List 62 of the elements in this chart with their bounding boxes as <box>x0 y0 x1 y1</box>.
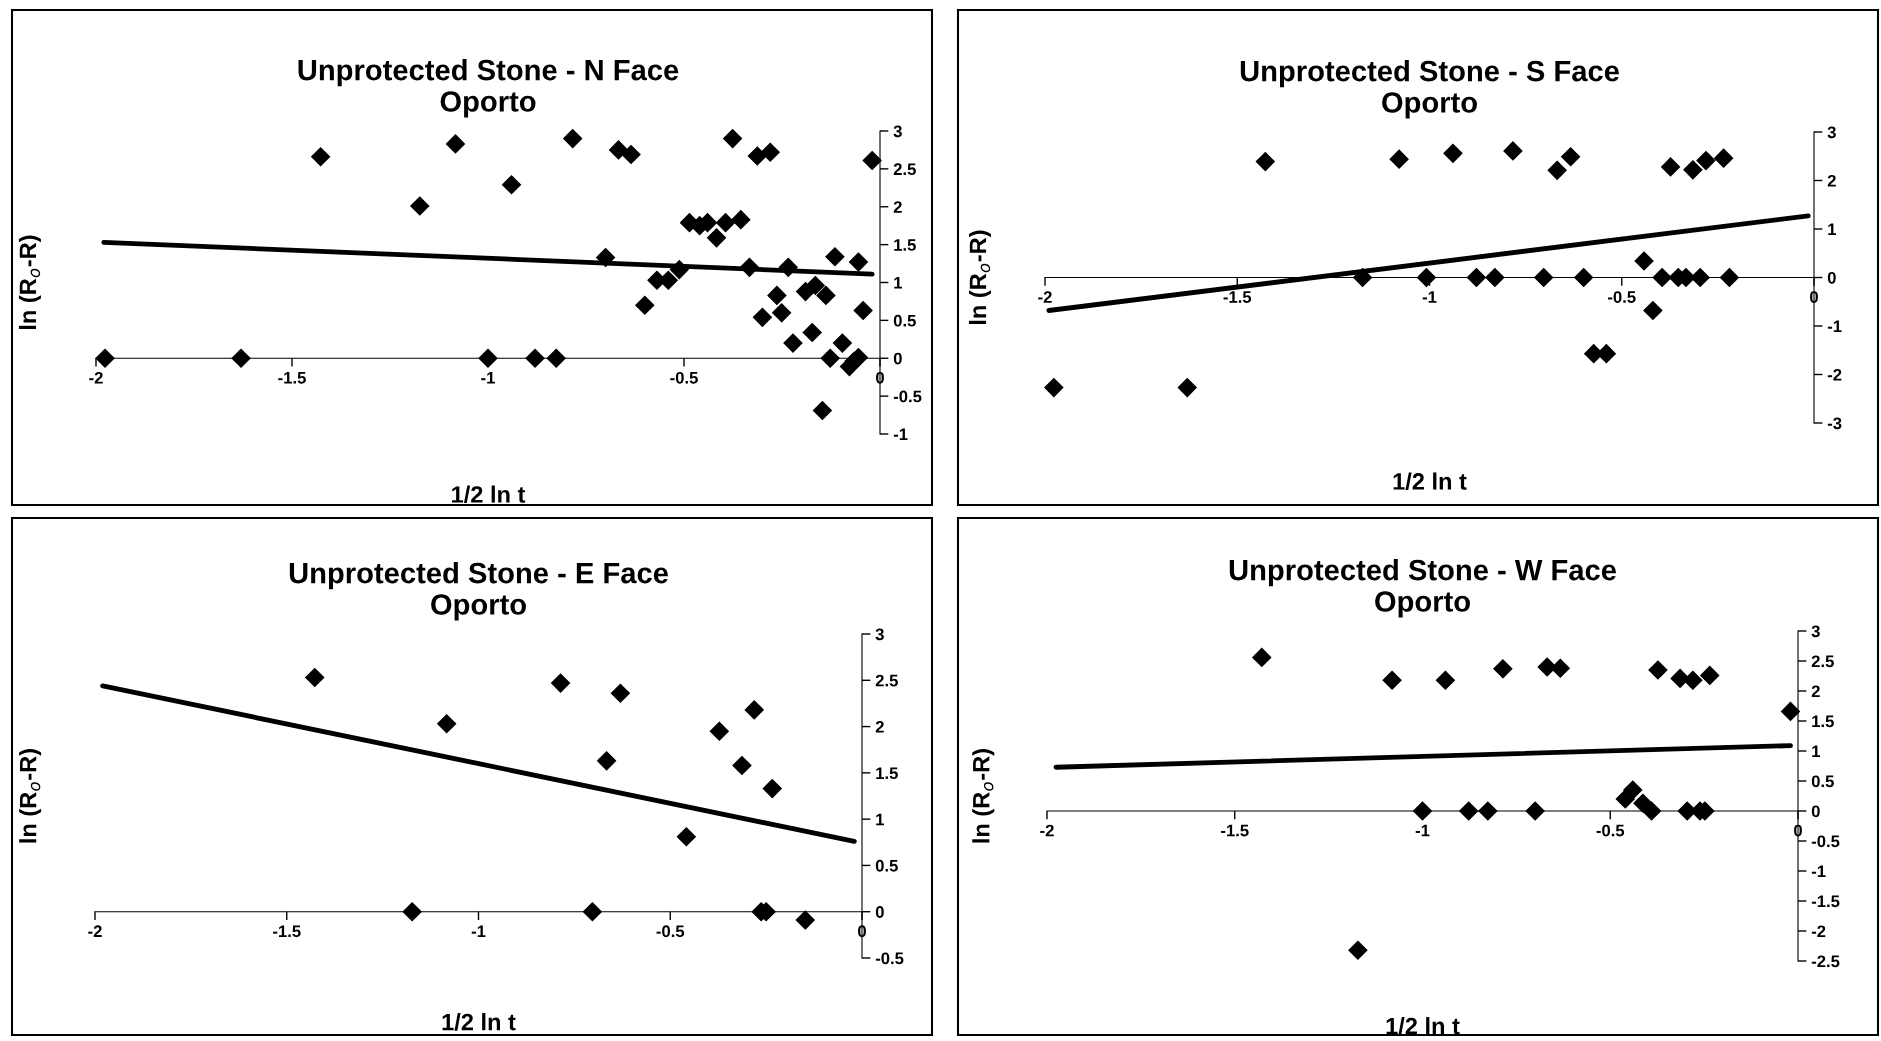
y-tick-label: 2 <box>1827 174 1836 187</box>
chart-title: Unprotected Stone - W Face Oporto <box>1229 559 1616 618</box>
x-tick-label: -0.5 <box>656 925 685 938</box>
y-tick-label: 2.5 <box>893 163 916 176</box>
y-tick-label: 1 <box>1812 745 1820 758</box>
y-tick-label: 2 <box>893 201 902 213</box>
x-tick-label: -1 <box>471 925 486 937</box>
y-tick-label: -0.5 <box>893 390 922 403</box>
chart-title: Unprotected Stone - E Face Oporto <box>289 562 668 621</box>
x-tick-label: -0.5 <box>670 371 698 384</box>
y-tick-label: -3 <box>1827 417 1842 430</box>
chart-title: Unprotected Stone - S Face Oporto <box>1240 60 1619 119</box>
x-tick-label: -1.5 <box>1221 824 1249 837</box>
x-tick-label: -1.5 <box>278 372 306 384</box>
y-tick-label: 3 <box>1827 126 1836 139</box>
y-tick-label: 1 <box>894 277 902 289</box>
x-tick-label: -1.5 <box>1223 291 1252 303</box>
x-axis-title: 1/2 ln t <box>1386 1017 1460 1035</box>
y-tick-label: 3 <box>875 628 884 641</box>
x-tick-label: -1 <box>481 372 495 384</box>
y-tick-label: 2.5 <box>1811 655 1834 668</box>
y-tick-label: 0.5 <box>893 314 916 327</box>
y-tick-label: 1 <box>876 813 884 826</box>
y-tick-label: 1.5 <box>876 767 898 780</box>
y-tick-label: 3 <box>893 125 902 138</box>
y-axis-title: ln (R$_{o}$-R) <box>968 230 991 325</box>
chart-title: Unprotected Stone - N Face Oporto <box>298 59 679 118</box>
y-tick-label: -0.5 <box>1811 835 1840 848</box>
y-tick-label: 0.5 <box>1811 775 1834 788</box>
y-tick-label: 0 <box>875 906 884 918</box>
x-axis-title: 1/2 ln t <box>452 485 526 504</box>
y-tick-label: -1 <box>1811 865 1826 878</box>
y-axis-title: ln (R$_{o}$-R) <box>19 749 42 843</box>
y-axis-title: ln (R$_{o}$-R) <box>18 235 41 330</box>
x-tick-label: -0.5 <box>1596 824 1625 837</box>
y-tick-label: 0.5 <box>875 859 898 872</box>
x-tick-label: -1 <box>1422 291 1437 303</box>
y-tick-label: 3 <box>1811 625 1820 638</box>
y-tick-label: -0.5 <box>875 952 904 965</box>
x-axis-title: 1/2 ln t <box>442 1013 516 1031</box>
x-tick-label: -1.5 <box>273 925 301 938</box>
x-tick-label: -0.5 <box>1608 291 1636 303</box>
x-tick-label: -1 <box>1415 824 1430 837</box>
x-tick-label: -2 <box>1038 291 1052 303</box>
x-axis-title: 1/2 ln t <box>1393 472 1467 491</box>
y-tick-label: 1 <box>1828 223 1836 236</box>
x-tick-label: -2 <box>89 371 103 384</box>
y-tick-label: 1.5 <box>894 239 916 251</box>
y-tick-label: 0 <box>893 352 902 365</box>
y-tick-label: 0 <box>1827 271 1836 284</box>
y-tick-label: 0 <box>1811 805 1820 818</box>
x-tick-label: -2 <box>1040 824 1054 837</box>
x-tick-label: -2 <box>88 925 102 937</box>
y-tick-label: 1.5 <box>1812 715 1834 728</box>
y-tick-label: -1.5 <box>1811 895 1840 908</box>
y-tick-label: -1 <box>1827 320 1842 333</box>
y-tick-label: 2 <box>875 720 884 733</box>
y-tick-label: 2 <box>1811 685 1820 698</box>
y-tick-label: -1 <box>893 428 908 441</box>
y-tick-label: 2.5 <box>875 674 898 687</box>
y-axis-title: ln (R$_{o}$-R) <box>972 749 995 843</box>
y-tick-label: -2.5 <box>1811 955 1840 968</box>
